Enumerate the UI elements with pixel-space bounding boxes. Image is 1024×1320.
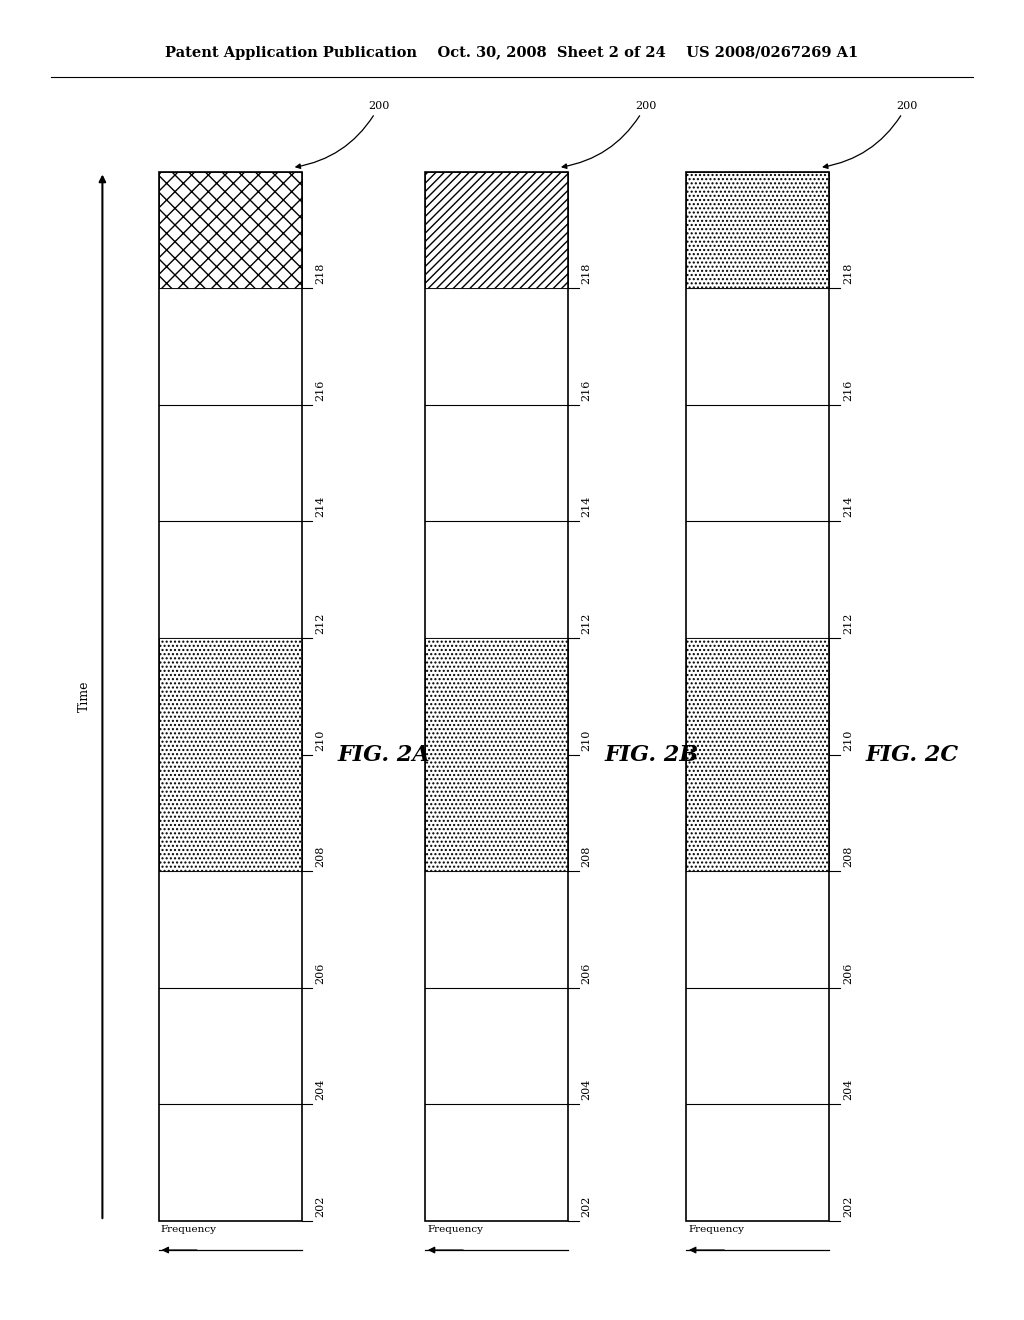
Text: 200: 200 [562,100,656,169]
Text: FIG. 2A: FIG. 2A [338,743,430,766]
Bar [425,172,568,288]
Text: 212: 212 [582,612,592,634]
Text: Patent Application Publication    Oct. 30, 2008  Sheet 2 of 24    US 2008/026726: Patent Application Publication Oct. 30, … [165,46,859,59]
Text: 212: 212 [843,612,853,634]
Text: 216: 216 [315,379,326,401]
Bar [159,172,302,288]
Text: 200: 200 [823,100,918,169]
Text: 204: 204 [843,1078,853,1101]
Text: 212: 212 [315,612,326,634]
Text: 216: 216 [582,379,592,401]
Bar [686,172,829,288]
Text: Frequency: Frequency [427,1225,483,1234]
Bar [159,172,302,1221]
Text: 208: 208 [843,846,853,867]
Text: Frequency: Frequency [161,1225,217,1234]
Bar [425,172,568,1221]
Text: Time: Time [78,681,90,711]
Text: 202: 202 [843,1196,853,1217]
Text: 208: 208 [315,846,326,867]
Text: 202: 202 [582,1196,592,1217]
Text: 210: 210 [843,729,853,751]
Bar [425,638,568,871]
Bar [686,172,829,1221]
Text: 206: 206 [315,962,326,983]
Text: 214: 214 [582,496,592,517]
Text: 214: 214 [315,496,326,517]
Text: 206: 206 [843,962,853,983]
Text: 218: 218 [843,263,853,284]
Text: 214: 214 [843,496,853,517]
Text: 210: 210 [582,729,592,751]
Text: FIG. 2B: FIG. 2B [604,743,698,766]
Text: 204: 204 [582,1078,592,1101]
Text: 210: 210 [315,729,326,751]
Text: 208: 208 [582,846,592,867]
Text: Frequency: Frequency [688,1225,744,1234]
Text: 200: 200 [296,100,390,169]
Text: 206: 206 [582,962,592,983]
Text: 204: 204 [315,1078,326,1101]
Text: 216: 216 [843,379,853,401]
Bar [686,638,829,871]
Text: 218: 218 [315,263,326,284]
Bar [159,638,302,871]
Text: 218: 218 [582,263,592,284]
Text: FIG. 2C: FIG. 2C [865,743,958,766]
Text: 202: 202 [315,1196,326,1217]
